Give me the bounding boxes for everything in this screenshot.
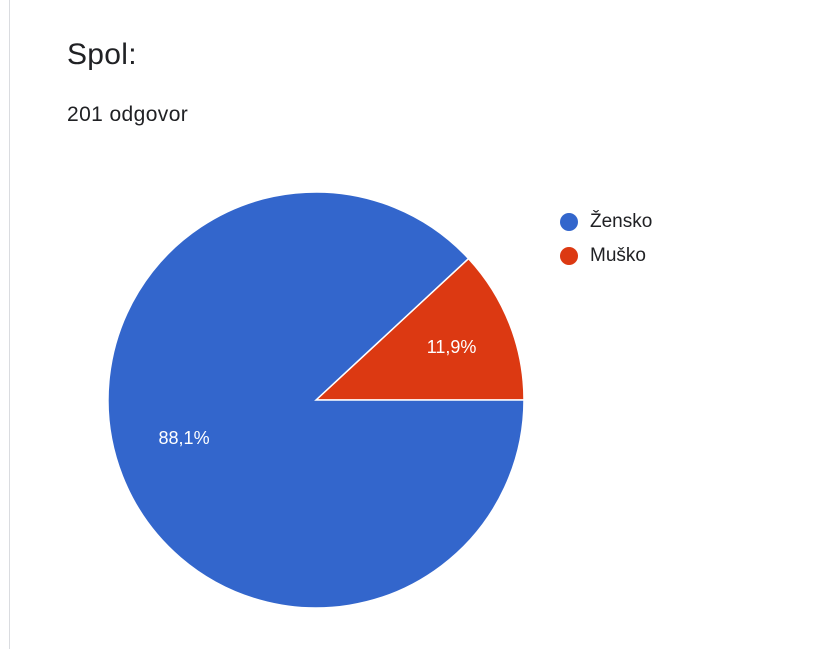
- legend-label: Žensko: [590, 211, 653, 232]
- legend-label: Muško: [590, 245, 646, 266]
- slice-label-musko: 11,9%: [427, 337, 477, 357]
- chart-legend: Žensko Muško: [560, 205, 652, 273]
- response-count: 201 odgovor: [67, 103, 189, 126]
- legend-swatch-icon: [560, 247, 578, 265]
- pie-slice-zensko[interactable]: [107, 191, 525, 609]
- pie-slice-musko[interactable]: [314, 257, 525, 401]
- slice-label-zensko: 88,1%: [159, 428, 210, 448]
- question-title: Spol:: [67, 38, 137, 71]
- pie-chart: 11,9% 88,1%: [107, 191, 525, 609]
- legend-item-musko[interactable]: Muško: [560, 239, 652, 273]
- chart-card: Spol: 201 odgovor 11,9% 88,1% Žensko Muško: [9, 0, 840, 649]
- legend-swatch-icon: [560, 213, 578, 231]
- legend-item-zensko[interactable]: Žensko: [560, 205, 652, 239]
